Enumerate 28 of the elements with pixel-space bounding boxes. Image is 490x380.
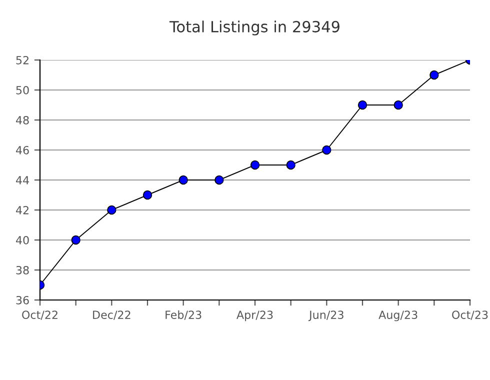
x-tick-label: Feb/23: [166, 310, 202, 320]
x-tick-label: Oct/23: [452, 310, 488, 320]
y-tick-label: 42: [16, 206, 28, 214]
y-tick-label: 50: [16, 86, 29, 94]
x-tick-label: Apr/23: [236, 310, 273, 322]
x-tick-label: Aug/23: [378, 310, 418, 322]
y-tick-label: 46: [16, 146, 29, 154]
point: [107, 205, 116, 215]
chart-title: Total Listings in 29349: [169, 20, 340, 36]
x-tick-label: Oct/22: [22, 310, 58, 320]
point: [322, 145, 332, 155]
y-tick-label: 38: [16, 266, 29, 274]
y-tick-label: 52: [16, 56, 28, 64]
point: [214, 175, 224, 185]
point: [178, 175, 188, 185]
x-tick-label: Jun/23: [308, 310, 344, 322]
x-tick-label: Dec/22: [93, 310, 130, 320]
point: [394, 100, 403, 110]
point: [142, 190, 152, 200]
point: [358, 100, 368, 110]
y-tick-label: 36: [16, 296, 29, 304]
point: [430, 70, 439, 80]
y-tick-label: 44: [16, 176, 29, 184]
point: [250, 160, 260, 170]
point: [286, 160, 296, 170]
y-tick-label: 40: [16, 236, 29, 244]
y-tick-label: 48: [16, 116, 29, 124]
point: [71, 235, 80, 245]
